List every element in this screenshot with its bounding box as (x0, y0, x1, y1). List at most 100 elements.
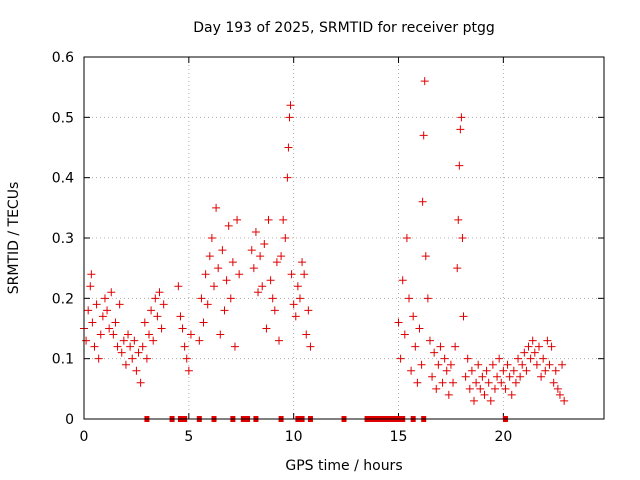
data-point (298, 258, 307, 267)
data-point (455, 161, 464, 170)
data-point (119, 336, 128, 345)
chart-title: Day 193 of 2025, SRMTID for receiver ptg… (193, 20, 495, 36)
data-point (121, 360, 130, 369)
data-point (140, 318, 149, 327)
data-point (147, 306, 156, 315)
y-tick-label: 0.1 (52, 352, 74, 368)
data-point (111, 318, 120, 327)
data-point (470, 396, 478, 405)
data-point (284, 143, 293, 152)
data-point (420, 77, 429, 86)
data-point (289, 300, 298, 309)
data-point (413, 378, 422, 387)
data-point (195, 336, 204, 345)
grid (84, 57, 604, 419)
data-point (547, 342, 556, 351)
y-tick-label: 0.4 (52, 171, 74, 187)
data-point (497, 378, 506, 387)
data-point (493, 372, 502, 381)
data-point (203, 300, 212, 309)
data-point (480, 390, 489, 399)
data-point (184, 366, 193, 375)
data-point (233, 215, 242, 224)
data-point (281, 234, 290, 242)
data-point (212, 203, 221, 212)
x-tick-label: 15 (390, 429, 408, 445)
data-point (264, 215, 273, 224)
data-point (394, 318, 403, 327)
data-point (277, 252, 286, 261)
data-point (560, 396, 569, 405)
data-point (235, 270, 244, 279)
data-point (300, 270, 309, 279)
data-point (478, 372, 487, 381)
data-point (400, 330, 409, 339)
data-point (92, 300, 101, 309)
data-point (306, 342, 315, 351)
data-point (430, 348, 439, 357)
data-point (490, 384, 499, 393)
data-point (272, 258, 281, 267)
data-point (224, 221, 233, 230)
data-point (516, 372, 525, 381)
data-point (428, 372, 437, 381)
data-point (528, 336, 537, 345)
data-point (145, 330, 153, 339)
data-point (522, 366, 531, 375)
data-point (134, 348, 143, 357)
data-point (268, 294, 277, 303)
data-point (174, 282, 183, 291)
data-point (205, 252, 214, 261)
data-point (256, 252, 265, 261)
data-point (476, 384, 485, 393)
data-point (214, 264, 223, 273)
data-point (499, 366, 508, 375)
data-point (151, 294, 160, 303)
data-point (270, 306, 279, 315)
data-point (258, 282, 267, 291)
data-point (453, 264, 462, 273)
data-point (98, 312, 107, 321)
data-point (216, 330, 225, 339)
data-point (199, 318, 208, 327)
data-point (425, 336, 434, 345)
data-point (155, 288, 164, 297)
data-point (149, 336, 158, 345)
data-point (94, 354, 103, 363)
data-point (537, 372, 546, 381)
y-tick-label: 0.6 (52, 50, 74, 66)
data-point (411, 342, 420, 351)
data-point (130, 336, 139, 345)
data-point (115, 300, 124, 309)
data-point (541, 366, 550, 375)
data-point (90, 342, 99, 351)
data-point (86, 282, 95, 291)
data-point (532, 360, 541, 369)
data-point (138, 342, 147, 351)
data-point (186, 330, 195, 339)
data-point (451, 342, 460, 351)
y-tick-label: 0.5 (52, 110, 74, 126)
data-point (302, 330, 311, 339)
data-point (295, 294, 304, 303)
data-point (518, 360, 527, 369)
x-axis-label: GPS time / hours (285, 458, 402, 474)
data-point (545, 360, 554, 369)
data-point (436, 342, 445, 351)
data-point (117, 348, 126, 357)
data-point (505, 372, 514, 381)
data-point (407, 366, 416, 375)
data-point (249, 264, 258, 273)
data-point (283, 173, 292, 182)
data-point (543, 336, 552, 345)
data-point (459, 312, 468, 321)
data-point (88, 318, 97, 327)
data-point (304, 306, 313, 315)
data-point (551, 366, 560, 375)
data-point (132, 366, 141, 375)
data-point (159, 300, 168, 309)
data-point (405, 294, 413, 303)
data-point (113, 342, 122, 351)
data-point (432, 384, 441, 393)
data-point (293, 282, 302, 291)
